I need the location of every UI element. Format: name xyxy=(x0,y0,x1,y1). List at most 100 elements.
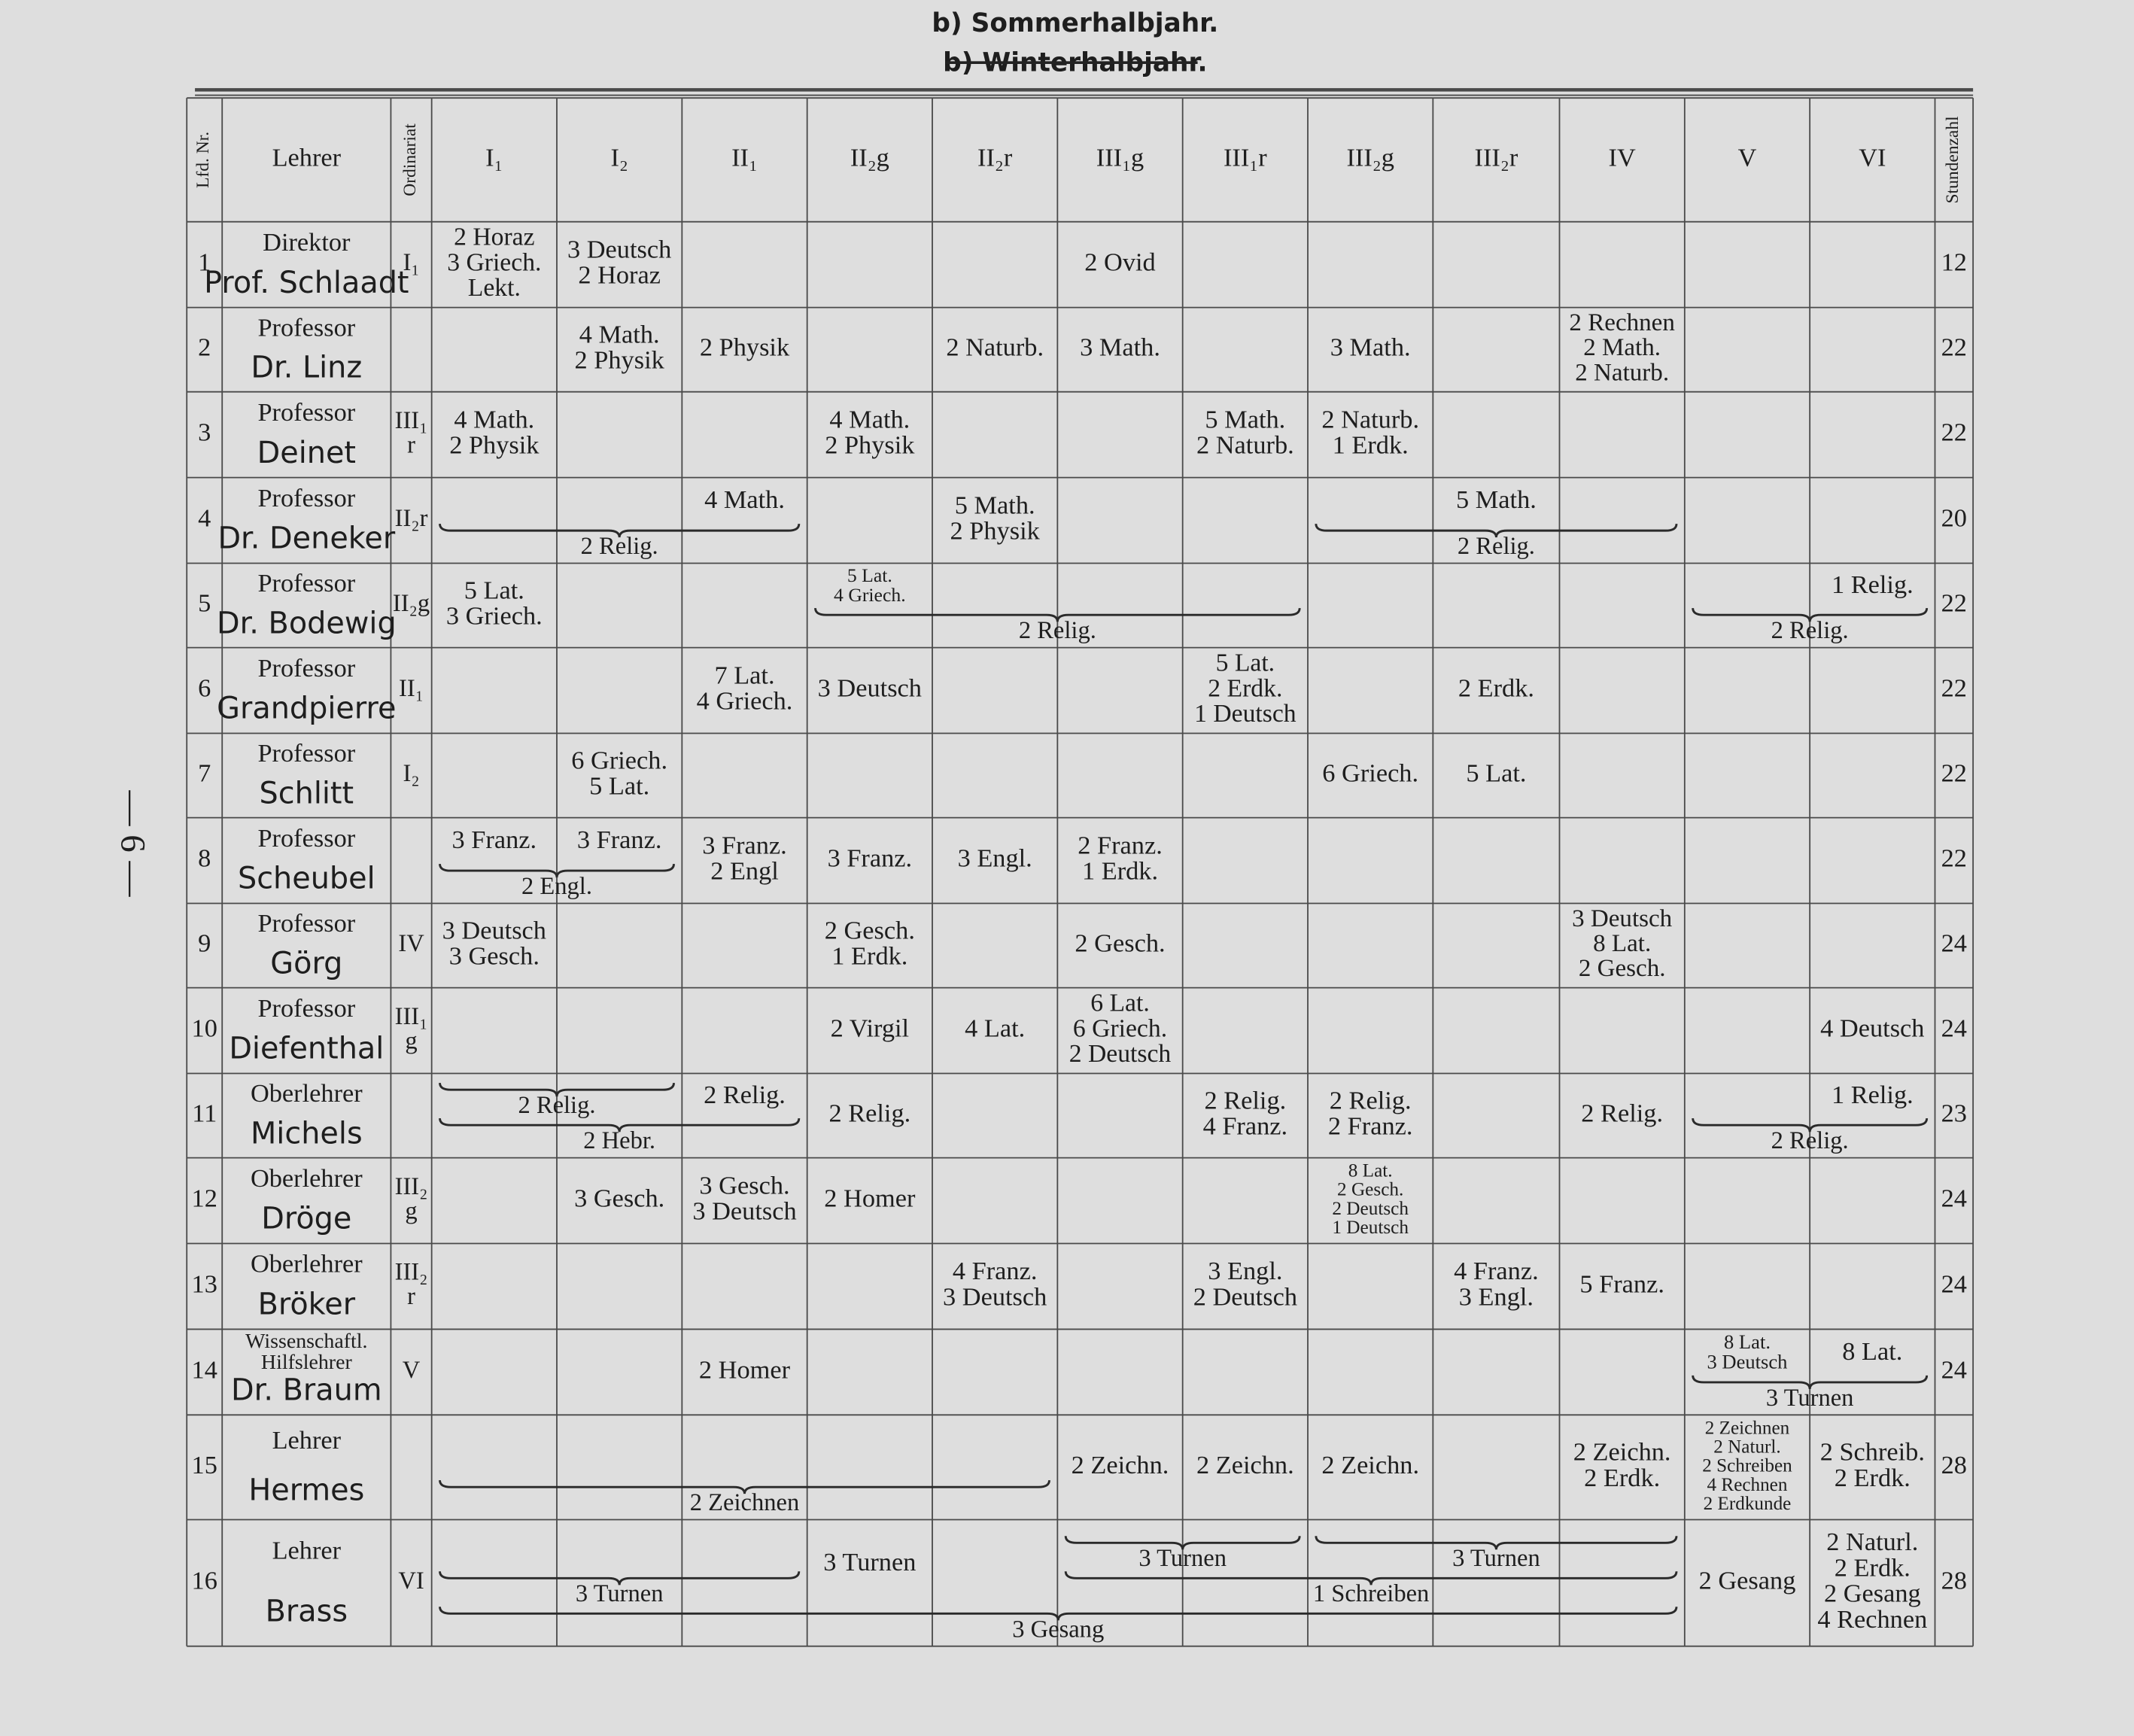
teacher-title: Hilfslehrer xyxy=(261,1351,353,1374)
lesson: 2 Gesch. xyxy=(1337,1180,1403,1200)
hours: 24 xyxy=(1941,1355,1967,1384)
lesson: 8 Lat. xyxy=(1842,1337,1902,1366)
lesson: 1 Deutsch xyxy=(1194,700,1297,728)
teacher-name: Prof. Schlaadt xyxy=(204,266,409,300)
teacher-title: Lehrer xyxy=(272,1536,342,1564)
lesson: 6 Lat. xyxy=(1090,990,1150,1017)
lesson: 2 Homer xyxy=(824,1184,916,1212)
lesson: 2 Naturl. xyxy=(1713,1437,1780,1458)
hours: 24 xyxy=(1941,1184,1967,1212)
teacher-name: Brass xyxy=(266,1594,348,1628)
lesson: 3 Engl. xyxy=(1208,1257,1282,1285)
ordinariat: V xyxy=(403,1357,421,1384)
lesson: 3 Gesch. xyxy=(574,1184,664,1212)
lesson: 2 Physik xyxy=(575,346,665,375)
span-label: 2 Relig. xyxy=(1458,533,1535,560)
lesson: 8 Lat. xyxy=(1724,1330,1771,1353)
span-label: 3 Gesang xyxy=(1012,1616,1104,1643)
lesson: 3 Engl. xyxy=(958,844,1032,872)
lesson: Lekt. xyxy=(468,274,521,302)
teacher-title: Oberlehrer xyxy=(251,1164,363,1193)
lesson: 4 Griech. xyxy=(697,687,793,716)
hours: 23 xyxy=(1941,1099,1967,1127)
lesson: 2 Relig. xyxy=(828,1099,910,1127)
lesson: 1 Erdk. xyxy=(1082,857,1158,886)
brace xyxy=(1064,1571,1678,1586)
row-number: 10 xyxy=(192,1014,217,1042)
teacher-name: Hermes xyxy=(248,1473,364,1507)
column-header: Lfd. Nr. xyxy=(193,132,213,188)
brace xyxy=(1692,1118,1929,1133)
row-number: 16 xyxy=(192,1566,217,1595)
lesson: 2 Rechnen xyxy=(1569,309,1675,336)
lesson: 3 Engl. xyxy=(1459,1283,1534,1312)
column-header: VI xyxy=(1859,143,1886,172)
row-number: 8 xyxy=(198,844,211,872)
lesson: 8 Lat. xyxy=(1593,930,1651,957)
lesson: 2 Erdk. xyxy=(1835,1464,1911,1492)
lesson: 2 Franz. xyxy=(1328,1112,1413,1141)
lesson: 2 Erdkunde xyxy=(1704,1494,1792,1514)
column-header: Lehrer xyxy=(272,143,342,172)
lesson: 2 Zeichn. xyxy=(1072,1451,1169,1479)
ordinariat: I₁ xyxy=(403,249,419,276)
column-header: I₁ xyxy=(485,143,503,172)
lesson: 5 Lat. xyxy=(464,576,524,604)
lesson: 2 Naturb. xyxy=(1575,359,1669,386)
lesson: 2 Deutsch xyxy=(1193,1283,1297,1312)
teacher-title: Wissenschaftl. xyxy=(245,1330,367,1353)
lesson: 2 Schreiben xyxy=(1702,1456,1792,1476)
lesson: 2 Naturl. xyxy=(1826,1528,1918,1556)
lesson: 5 Franz. xyxy=(1579,1269,1664,1298)
lesson: 2 Deutsch xyxy=(1332,1199,1409,1219)
brace xyxy=(439,1118,801,1133)
lesson: 4 Franz. xyxy=(953,1257,1038,1285)
column-header: III₁r xyxy=(1224,143,1267,172)
teacher-title: Professor xyxy=(257,654,355,683)
teacher-name: Dr. Linz xyxy=(251,350,362,385)
lesson: 3 Deutsch xyxy=(692,1197,796,1226)
teacher-title: Oberlehrer xyxy=(251,1250,363,1278)
lesson: 2 Relig. xyxy=(1581,1099,1663,1127)
lesson: 4 Deutsch xyxy=(1820,1014,1924,1042)
lesson: 1 Erdk. xyxy=(831,942,907,971)
lesson: 3 Deutsch xyxy=(943,1283,1047,1312)
brace xyxy=(1315,523,1678,538)
lesson: 3 Griech. xyxy=(447,248,541,276)
lesson: 2 Naturb. xyxy=(1196,431,1294,460)
span-label: 3 Turnen xyxy=(1452,1545,1540,1572)
teacher-name: Dr. Braum xyxy=(231,1373,382,1408)
lesson: 2 Naturb. xyxy=(946,333,1044,362)
lesson: 1 Deutsch xyxy=(1332,1218,1409,1238)
ordinariat: VI xyxy=(398,1567,424,1595)
hours: 22 xyxy=(1941,418,1967,447)
span-label: 2 Relig. xyxy=(1771,617,1849,644)
lesson: 6 Griech. xyxy=(1073,1014,1167,1042)
lesson: 2 Franz. xyxy=(1078,831,1163,859)
teacher-title: Professor xyxy=(257,398,355,427)
lesson: 1 Relig. xyxy=(1832,570,1914,599)
ordinariat: I₂ xyxy=(403,760,419,787)
lesson: 3 Deutsch xyxy=(1707,1350,1788,1373)
ordinariat: II₁ xyxy=(399,675,424,702)
ordinariat: r xyxy=(407,1283,415,1310)
lesson: 3 Deutsch xyxy=(442,916,546,944)
ordinariat: III₁ xyxy=(395,1003,428,1030)
span-label: 2 Hebr. xyxy=(583,1127,655,1154)
span-label: 2 Engl. xyxy=(521,873,592,900)
hours: 22 xyxy=(1941,588,1967,617)
teacher-title: Professor xyxy=(257,569,355,597)
column-header: II₂r xyxy=(977,143,1013,172)
lesson: 2 Gesang xyxy=(1699,1566,1796,1595)
lesson: 2 Erdk. xyxy=(1835,1553,1911,1582)
lesson: 2 Zeichnen xyxy=(1705,1418,1790,1438)
teacher-name: Diefenthal xyxy=(229,1032,384,1066)
lesson: 5 Math. xyxy=(955,491,1035,519)
teacher-title: Professor xyxy=(257,824,355,853)
lesson: 2 Math. xyxy=(1583,334,1661,361)
teacher-title: Oberlehrer xyxy=(251,1079,363,1108)
teacher-title: Professor xyxy=(257,313,355,342)
lesson: 3 Deutsch xyxy=(1572,905,1673,932)
lesson: 2 Erdk. xyxy=(1458,673,1534,702)
